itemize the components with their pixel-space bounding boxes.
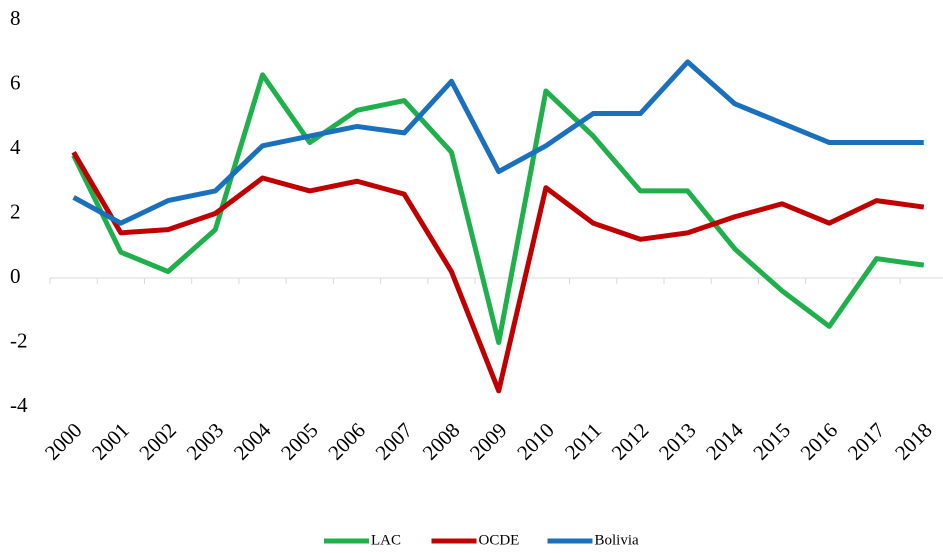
y-tick-label: -4 <box>10 393 28 417</box>
y-tick-label: 0 <box>10 264 21 288</box>
x-tick-label: 2003 <box>182 418 229 465</box>
x-tick-label: 2007 <box>371 418 418 465</box>
y-tick-label: -2 <box>10 328 28 352</box>
y-tick-label: 4 <box>10 135 21 159</box>
line-series <box>72 59 924 226</box>
x-tick-label: 2009 <box>465 418 512 465</box>
y-tick-label: 6 <box>10 70 21 94</box>
line-series <box>71 150 925 394</box>
x-tick-label: 2016 <box>796 418 843 465</box>
x-tick-label: 2018 <box>890 418 937 465</box>
line-series <box>71 72 925 345</box>
x-tick-label: 2005 <box>276 418 323 465</box>
x-tick-label: 2000 <box>40 418 87 465</box>
x-tick-label: 2015 <box>748 418 795 465</box>
legend-label: Bolivia <box>595 532 640 548</box>
x-tick-label: 2002 <box>134 418 181 465</box>
x-tick-label: 2010 <box>512 418 559 465</box>
x-tick-label: 2014 <box>701 418 748 465</box>
x-tick-label: 2011 <box>560 418 606 464</box>
x-tick-label: 2001 <box>87 418 134 465</box>
legend-label: OCDE <box>479 532 520 548</box>
x-tick-label: 2004 <box>229 418 276 465</box>
legend-label: LAC <box>371 532 401 548</box>
x-tick-label: 2017 <box>843 418 890 465</box>
legend: LAC OCDE Bolivia <box>324 532 639 548</box>
y-tick-label: 8 <box>10 6 21 30</box>
x-tick-label: 2008 <box>418 418 465 465</box>
y-tick-label: 2 <box>10 199 21 223</box>
x-tick-label: 2012 <box>607 418 654 465</box>
x-tick-label: 2013 <box>654 418 701 465</box>
x-tick-label: 2006 <box>323 418 370 465</box>
